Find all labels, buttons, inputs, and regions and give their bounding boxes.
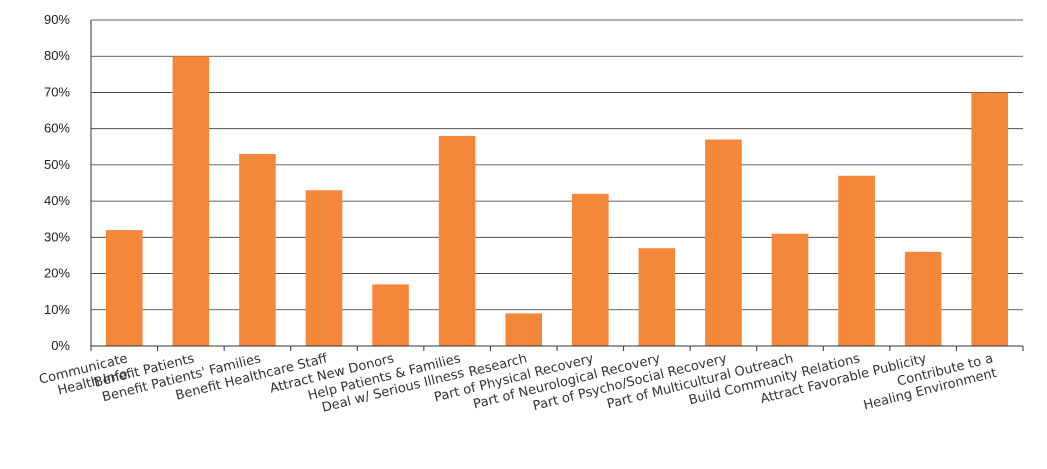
bar <box>505 313 543 346</box>
bar <box>771 233 809 346</box>
gridlines <box>91 19 1023 311</box>
y-tick-label: 80% <box>44 48 70 63</box>
y-tick-label: 50% <box>44 157 70 172</box>
y-tick-label: 10% <box>44 302 70 317</box>
y-tick-label: 30% <box>44 229 70 244</box>
y-tick-label: 40% <box>44 193 70 208</box>
bars <box>105 56 1009 346</box>
bar <box>372 284 409 346</box>
bar <box>904 251 942 346</box>
y-tick-label: 60% <box>44 121 70 136</box>
y-tick-label: 0% <box>51 338 70 353</box>
bar <box>705 139 742 346</box>
bar <box>172 56 210 346</box>
bar <box>438 135 476 346</box>
y-tick-label: 90% <box>44 12 70 27</box>
bar <box>971 92 1009 346</box>
bar <box>838 175 875 346</box>
y-tick-label: 20% <box>44 266 70 281</box>
bar <box>305 190 343 346</box>
bar <box>239 154 276 346</box>
y-tick-labels: 0% 10% 20% 30% 40% 50% 60% 70% 80% 90% <box>44 12 70 353</box>
axes <box>90 20 1024 351</box>
bar <box>638 248 676 346</box>
bar <box>571 193 609 346</box>
bar <box>105 230 143 346</box>
y-tick-label: 70% <box>44 84 70 99</box>
